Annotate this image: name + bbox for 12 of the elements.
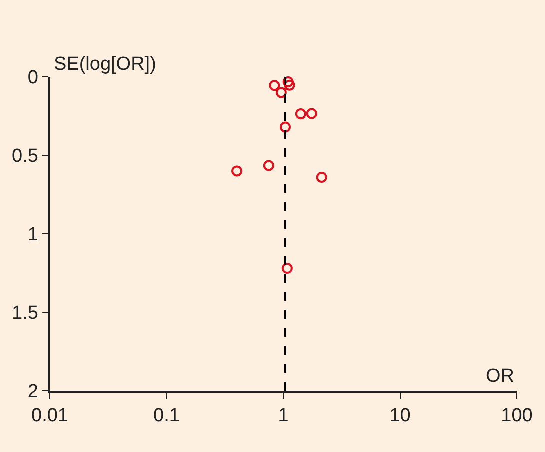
x-tick-label: 100	[501, 406, 533, 427]
y-axis-title: SE(log[OR])	[54, 54, 156, 75]
x-tick-label: 0.1	[154, 406, 180, 427]
y-tick-label: 2	[28, 382, 38, 403]
x-tick-label: 10	[390, 406, 411, 427]
y-tick-label: 1.5	[12, 303, 38, 324]
y-tick-label: 0.5	[12, 146, 38, 168]
x-tick-label: 0.01	[32, 406, 68, 427]
y-tick-label: 1	[28, 224, 38, 246]
x-tick-label: 1	[278, 406, 289, 427]
y-tick-label: 0	[28, 68, 38, 89]
x-axis-title: OR	[486, 366, 514, 387]
